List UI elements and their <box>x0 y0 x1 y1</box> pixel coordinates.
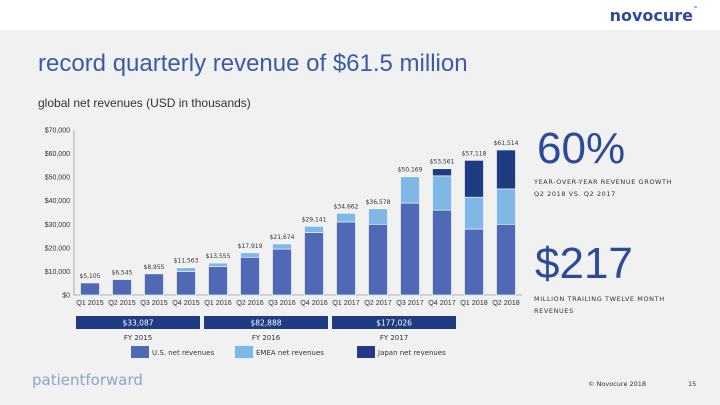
bar-segment-us. <box>272 248 292 296</box>
x-tick-label: Q1 2016 <box>204 298 232 307</box>
bar-segment-us. <box>176 271 196 296</box>
x-tick-label: Q1 2017 <box>332 298 360 307</box>
y-tick-label: $30,000 <box>45 222 70 229</box>
bar-total-label: $13,555 <box>206 253 231 260</box>
y-tick-label: $10,000 <box>45 269 70 276</box>
bar-total-label: $50,169 <box>398 167 423 174</box>
chart-subtitle: global net revenues (USD in thousands) <box>38 96 251 110</box>
y-tick-label: $40,000 <box>45 198 70 205</box>
y-tick-label: $0 <box>62 293 70 300</box>
growth-stat-caption-line-1: YEAR-OVER-YEAR REVENUE GROWTH <box>534 178 673 186</box>
bar-segment-emea <box>304 226 324 233</box>
x-tick-label: Q4 2017 <box>428 298 456 307</box>
x-tick-label: Q3 2016 <box>268 298 296 307</box>
bar-total-label: $17,919 <box>238 243 263 250</box>
bar-segment-japan <box>432 168 452 177</box>
bar-segment-us. <box>112 279 132 296</box>
x-tick-label: Q3 2017 <box>396 298 424 307</box>
bar-segment-us. <box>240 256 260 296</box>
bar-total-label: $6,545 <box>112 270 133 277</box>
ttm-stat-caption: MILLION TRAILING TWELVE MONTH REVENUES <box>534 293 665 317</box>
legend-swatch <box>357 346 375 358</box>
legend-swatch <box>131 346 149 358</box>
legend-swatch <box>235 346 253 358</box>
x-tick-label: Q1 2015 <box>76 298 104 307</box>
ttm-stat-value: $217 <box>535 239 633 288</box>
growth-stat-value: 60% <box>537 124 626 173</box>
bar-total-label: $29,141 <box>302 216 327 223</box>
patientforward-brand: patientforward <box>32 371 143 389</box>
copyright: © Novocure 2018 <box>588 380 647 388</box>
slide-title: record quarterly revenue of $61.5 millio… <box>38 50 468 77</box>
ttm-stat-caption-line-1: MILLION TRAILING TWELVE MONTH <box>534 295 665 303</box>
fy-total-value: $82,888 <box>250 319 281 328</box>
bar-segment-us. <box>400 202 420 296</box>
fy-total-box <box>76 316 200 329</box>
fy-total-box <box>332 316 456 329</box>
bar-total-label: $57,118 <box>462 150 487 157</box>
bar-segment-japan <box>496 149 516 190</box>
bar-total-label: $61,514 <box>494 140 519 147</box>
bar-segment-emea <box>496 188 516 225</box>
fy-total-value: $177,026 <box>376 319 412 328</box>
bar-total-label: $53,561 <box>430 159 455 166</box>
page-number: 15 <box>688 380 697 388</box>
legend-label: EMEA net revenues <box>256 349 324 357</box>
bar-segment-us. <box>432 209 452 296</box>
growth-stat-caption: YEAR-OVER-YEAR REVENUE GROWTH Q2 2018 VS… <box>534 176 672 200</box>
y-tick-label: $60,000 <box>45 151 70 158</box>
bar-segment-emea <box>464 196 484 230</box>
bar-total-label: $11,563 <box>174 258 199 265</box>
y-tick-label: $50,000 <box>45 175 70 182</box>
bar-segment-us. <box>336 221 356 296</box>
bar-total-label: $21,674 <box>270 234 295 241</box>
bar-segment-emea <box>432 175 452 211</box>
x-tick-label: Q2 2016 <box>236 298 264 307</box>
x-tick-label: Q2 2017 <box>364 298 392 307</box>
ttm-stat-caption-line-2: REVENUES <box>534 307 574 315</box>
bar-segment-us. <box>144 273 164 296</box>
bar-segment-emea <box>400 176 420 204</box>
bar-segment-emea <box>368 208 388 225</box>
bar-total-label: $8,955 <box>144 264 165 271</box>
y-tick-label: $20,000 <box>45 245 70 252</box>
fy-total-box <box>204 316 328 329</box>
legend-label: U.S. net revenues <box>152 349 215 357</box>
novocure-logo: novocure™ <box>609 6 698 25</box>
x-tick-label: Q2 2015 <box>108 298 136 307</box>
x-tick-label: Q2 2018 <box>492 298 520 307</box>
legend-label: Japan net revenues <box>377 349 446 357</box>
bar-segment-us. <box>368 223 388 296</box>
bar-total-label: $34,662 <box>334 203 359 210</box>
fy-label: FY 2017 <box>380 334 408 342</box>
bar-segment-emea <box>176 267 196 272</box>
bar-total-label: $5,105 <box>80 273 101 280</box>
bar-segment-us. <box>80 282 100 296</box>
bar-segment-us. <box>208 266 228 296</box>
bar-segment-japan <box>464 160 484 198</box>
x-tick-label: Q4 2016 <box>300 298 328 307</box>
bar-segment-us. <box>464 228 484 296</box>
x-tick-label: Q1 2018 <box>460 298 488 307</box>
content-panel <box>0 30 720 405</box>
bar-segment-us. <box>496 223 516 296</box>
bar-segment-emea <box>272 243 292 250</box>
bar-segment-emea <box>208 262 228 268</box>
fy-label: FY 2016 <box>252 334 281 342</box>
fy-total-value: $33,087 <box>122 319 153 328</box>
bar-total-label: $36,578 <box>366 199 391 206</box>
x-tick-label: Q3 2015 <box>140 298 168 307</box>
y-tick-label: $70,000 <box>45 128 70 135</box>
top-bar: novocure™ <box>0 0 720 30</box>
bar-segment-emea <box>240 252 260 258</box>
fy-label: FY 2015 <box>124 334 152 342</box>
x-tick-label: Q4 2015 <box>172 298 200 307</box>
growth-stat-caption-line-2: Q2 2018 VS. Q2 2017 <box>534 190 616 198</box>
bar-segment-emea <box>336 212 356 223</box>
bar-segment-us. <box>304 232 324 296</box>
